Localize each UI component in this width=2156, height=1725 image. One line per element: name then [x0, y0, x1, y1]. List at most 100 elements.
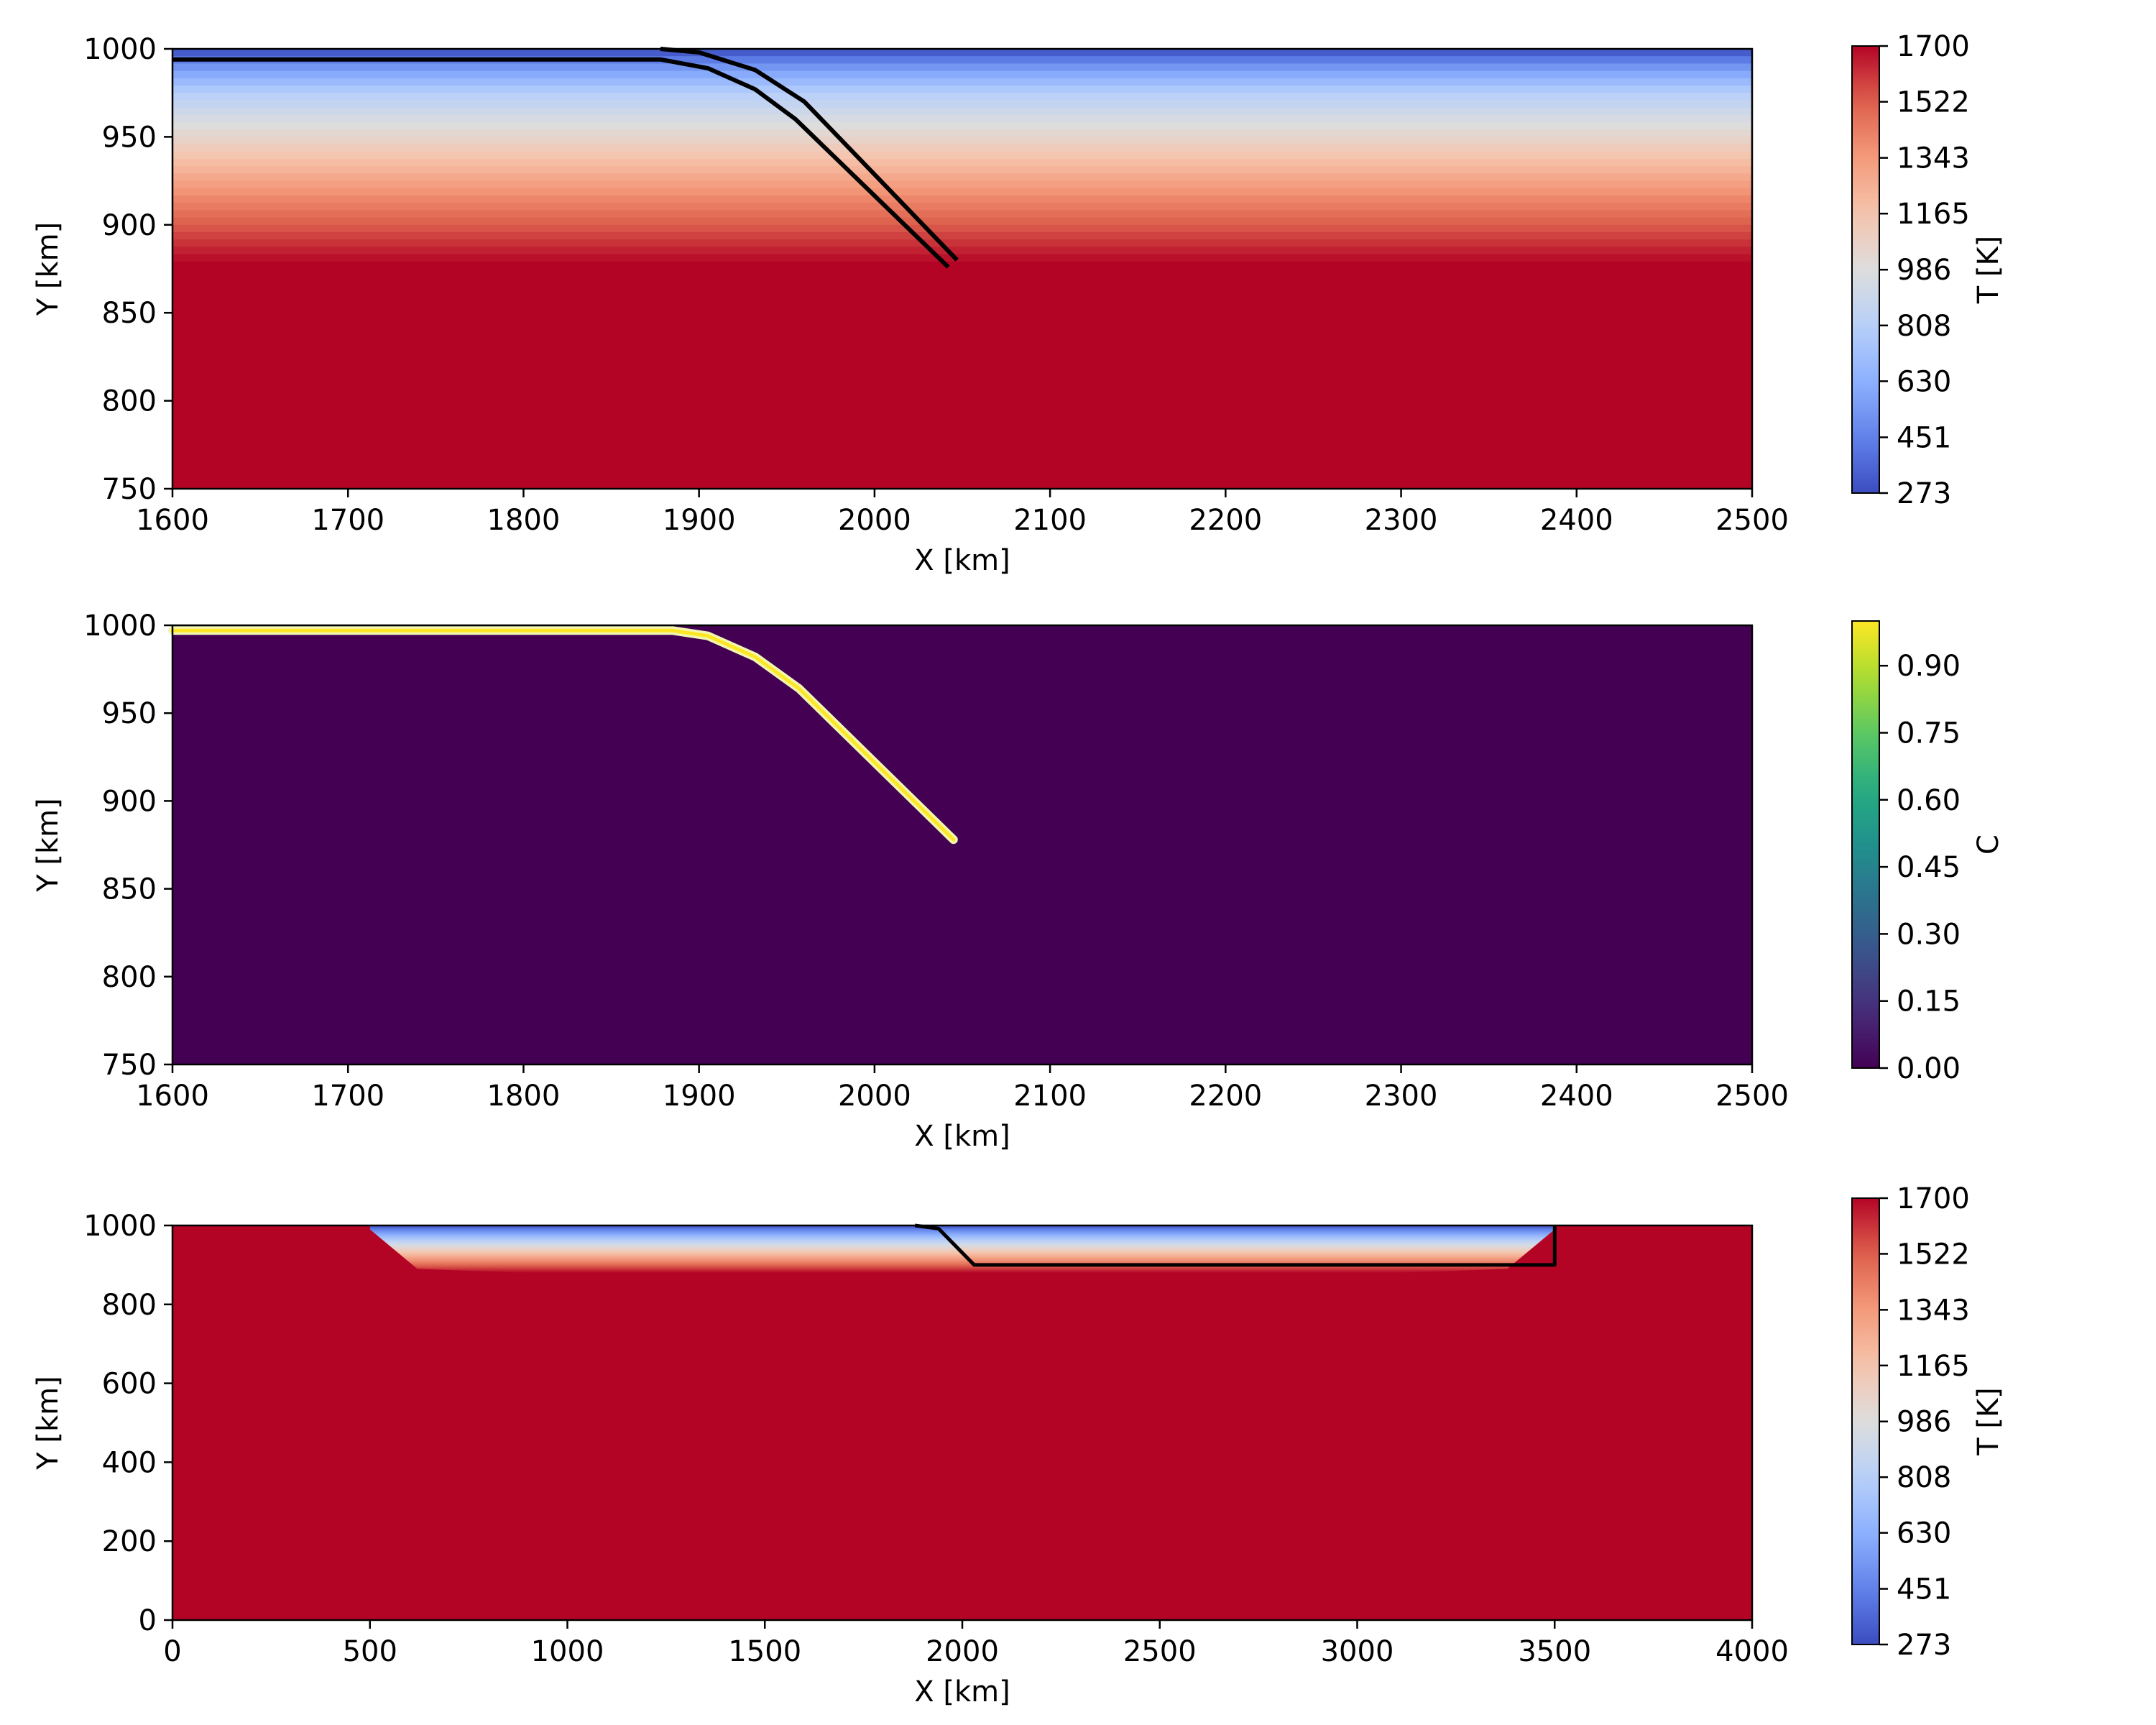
temperature-band	[172, 276, 1752, 285]
temperature-band	[172, 371, 1752, 380]
temperature-band	[172, 379, 1752, 387]
chart-panel-top: 1600 1700 1800 1900 2000 2100 2200 2300 2400 2500…	[32, 30, 2005, 577]
temperature-band	[172, 349, 1752, 358]
y-tick-label: 1000	[83, 610, 157, 643]
temperature-band	[172, 415, 1752, 423]
x-tick-label: 2500	[1715, 504, 1789, 537]
temperature-band	[172, 313, 1752, 321]
y-tick-label: 750	[102, 1049, 157, 1082]
temperature-band	[172, 63, 1752, 72]
x-tick-label: 1600	[136, 504, 209, 537]
temperature-band	[172, 356, 1752, 365]
x-tick-label: 2400	[1540, 504, 1613, 537]
mantle-field	[172, 1225, 1752, 1620]
x-tick-label: 2200	[1189, 504, 1262, 537]
y-tick-label: 750	[102, 473, 157, 506]
colorbar-tick-label: 0.60	[1897, 784, 1961, 817]
x-tick-label: 1700	[311, 1080, 384, 1113]
plate-outline	[914, 1223, 1557, 1267]
temperature-band	[172, 49, 1752, 57]
temperature-band	[172, 261, 1752, 270]
x-tick-label: 2000	[838, 1080, 911, 1113]
temperature-band	[172, 254, 1752, 262]
y-tick-label: 0	[139, 1604, 157, 1637]
x-tick-label: 1800	[487, 504, 561, 537]
x-tick-label: 1900	[663, 1080, 736, 1113]
temperature-band	[172, 129, 1752, 138]
colorbar-tick-label: 0.45	[1897, 851, 1961, 884]
x-tick-label: 2100	[1013, 504, 1087, 537]
colorbar-tick-label: 0.15	[1897, 985, 1961, 1018]
temperature-band	[172, 114, 1752, 123]
colorbar-tick-label: 451	[1897, 421, 1951, 454]
colorbar-tick-label: 1343	[1897, 1294, 1970, 1327]
colorbar-tick-label: 808	[1897, 1461, 1951, 1494]
x-tick-label: 1000	[531, 1635, 604, 1668]
colorbar-tick-label: 273	[1897, 1629, 1951, 1662]
temperature-band	[172, 173, 1752, 182]
y-tick-label: 400	[102, 1446, 157, 1479]
y-tick-label: 800	[102, 385, 157, 418]
colorbar-tick-label: 630	[1897, 1517, 1951, 1550]
y-tick-label: 800	[102, 1289, 157, 1322]
x-tick-label: 2500	[1123, 1635, 1197, 1668]
temperature-band	[172, 364, 1752, 372]
colorbar-tick-label: 1700	[1897, 1182, 1970, 1215]
temperature-band	[172, 144, 1752, 152]
x-tick-label: 2100	[1013, 1080, 1087, 1113]
x-tick-label: 2400	[1540, 1080, 1613, 1113]
x-tick-label: 2300	[1365, 504, 1438, 537]
colorbar-label: T [K]	[1972, 1387, 2005, 1456]
temperature-band	[172, 78, 1752, 86]
x-axis-label: X [km]	[914, 1120, 1010, 1153]
x-axis-label: X [km]	[914, 544, 1010, 577]
temperature-band	[172, 400, 1752, 409]
colorbar	[1851, 1197, 1880, 1645]
temperature-band	[172, 481, 1752, 489]
temperature-band	[172, 86, 1752, 93]
colorbar	[1851, 45, 1880, 494]
temperature-band	[172, 122, 1752, 130]
x-tick-label: 3500	[1518, 1635, 1591, 1668]
colorbar-tick-label: 0.30	[1897, 918, 1961, 951]
temperature-band	[172, 232, 1752, 240]
x-tick-label: 2000	[926, 1635, 999, 1668]
colorbar-tick-label: 273	[1897, 477, 1951, 510]
colorbar-label: C	[1972, 834, 2005, 855]
y-tick-label: 900	[102, 785, 157, 818]
lithosphere-thermal-layer	[369, 1225, 1555, 1273]
y-tick-label: 800	[102, 961, 157, 994]
temperature-band	[172, 247, 1752, 255]
temperature-band	[172, 423, 1752, 431]
temperature-band	[172, 327, 1752, 336]
colorbar-tick-label: 0.00	[1897, 1052, 1961, 1085]
x-tick-label: 4000	[1715, 1635, 1789, 1668]
colorbar-tick-label: 1343	[1897, 142, 1970, 175]
x-tick-label: 2000	[838, 504, 911, 537]
temperature-band	[172, 283, 1752, 292]
temperature-band	[172, 180, 1752, 189]
colorbar-tick-label: 0.75	[1897, 717, 1961, 750]
y-tick-label: 200	[102, 1525, 157, 1558]
temperature-band	[172, 100, 1752, 109]
temperature-band	[172, 290, 1752, 299]
temperature-band	[172, 305, 1752, 313]
temperature-band	[172, 466, 1752, 475]
colorbar-tick-label: 1522	[1897, 1238, 1970, 1271]
temperature-band	[172, 70, 1752, 79]
x-tick-label: 2500	[1715, 1080, 1789, 1113]
x-tick-label: 2300	[1365, 1080, 1438, 1113]
colorbar-tick-label: 1165	[1897, 198, 1970, 231]
temperature-band	[172, 107, 1752, 116]
temperature-band	[172, 444, 1752, 453]
temperature-band	[172, 459, 1752, 468]
x-axis-label: X [km]	[914, 1675, 1010, 1708]
temperature-band	[172, 188, 1752, 196]
temperature-band	[172, 386, 1752, 395]
colorbar-tick-label: 0.90	[1897, 650, 1961, 683]
x-tick-label: 3000	[1321, 1635, 1394, 1668]
x-tick-label: 1800	[487, 1080, 561, 1113]
y-axis-label: Y [km]	[32, 222, 65, 317]
y-tick-label: 1000	[83, 33, 157, 66]
